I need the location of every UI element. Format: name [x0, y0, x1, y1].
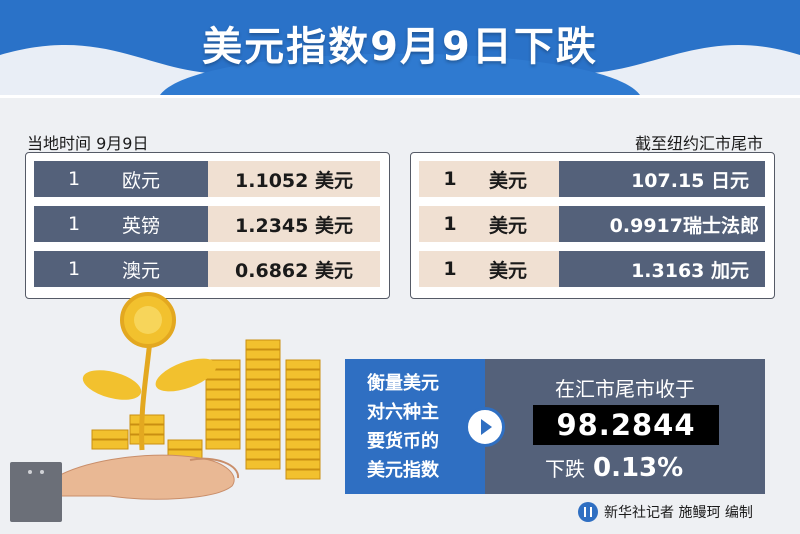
credit-text: 新华社记者 施鳗珂 编制 [604, 505, 753, 521]
rate-value: 0.6862 美元 [208, 251, 380, 287]
index-value-box: 98.2844 [533, 405, 719, 445]
rate-currency: 美元 [481, 206, 559, 242]
table-row: 1 欧元 1.1052 美元 [34, 161, 380, 197]
table-row: 1 美元 1.3163 加元 [419, 251, 765, 287]
rate-amount: 1 [34, 251, 114, 287]
rate-currency: 英镑 [114, 206, 208, 242]
table-row: 1 美元 0.9917瑞士法郎 [419, 206, 765, 242]
left-rate-table: 1 欧元 1.1052 美元 1 英镑 1.2345 美元 1 澳元 0.686… [25, 152, 390, 299]
table-row: 1 美元 107.15 日元 [419, 161, 765, 197]
rate-value: 1.1052 美元 [208, 161, 380, 197]
date-caption: 当地时间 9月9日 [27, 134, 149, 153]
index-desc-line: 美元指数 [367, 459, 439, 481]
rate-amount: 1 [34, 161, 114, 197]
index-desc-line: 对六种主 [367, 401, 439, 423]
change-label: 下跌 [545, 457, 585, 481]
index-desc-line: 衡量美元 [367, 372, 439, 394]
xinhua-logo-icon [578, 502, 598, 522]
index-desc-line: 要货币的 [367, 430, 439, 452]
index-change: 下跌 0.13% [545, 453, 683, 483]
table-row: 1 澳元 0.6862 美元 [34, 251, 380, 287]
rate-value: 1.3163 加元 [559, 251, 765, 287]
rate-currency: 澳元 [114, 251, 208, 287]
rate-amount: 1 [419, 206, 481, 242]
rate-value: 1.2345 美元 [208, 206, 380, 242]
rate-amount: 1 [419, 251, 481, 287]
banner-wave [0, 0, 800, 95]
rate-amount: 1 [419, 161, 481, 197]
right-rate-table: 1 美元 107.15 日元 1 美元 0.9917瑞士法郎 1 美元 1.31… [410, 152, 775, 299]
arrow-right-icon [465, 407, 505, 447]
change-percent: 0.13% [593, 453, 684, 483]
rate-value: 107.15 日元 [559, 161, 765, 197]
index-close-label: 在汇市尾市收于 [555, 377, 695, 401]
rate-currency: 欧元 [114, 161, 208, 197]
rate-currency: 美元 [481, 251, 559, 287]
index-description: 衡量美元 对六种主 要货币的 美元指数 [345, 359, 485, 494]
table-row: 1 英镑 1.2345 美元 [34, 206, 380, 242]
coins-illustration [10, 292, 321, 522]
index-value: 98.2844 [556, 408, 696, 442]
credit-line: 新华社记者 施鳗珂 编制 [578, 502, 753, 522]
dollar-index-box: 衡量美元 对六种主 要货币的 美元指数 在汇市尾市收于 98.2844 下跌 0… [345, 359, 765, 494]
rate-amount: 1 [34, 206, 114, 242]
title-banner: 美元指数9月9日下跌 [0, 0, 800, 95]
rate-currency: 美元 [481, 161, 559, 197]
page-title: 美元指数9月9日下跌 [202, 24, 598, 70]
rate-value: 0.9917瑞士法郎 [559, 206, 765, 242]
market-close-caption: 截至纽约汇市尾市 [634, 134, 763, 153]
index-result-panel: 在汇市尾市收于 98.2844 下跌 0.13% [485, 359, 765, 494]
